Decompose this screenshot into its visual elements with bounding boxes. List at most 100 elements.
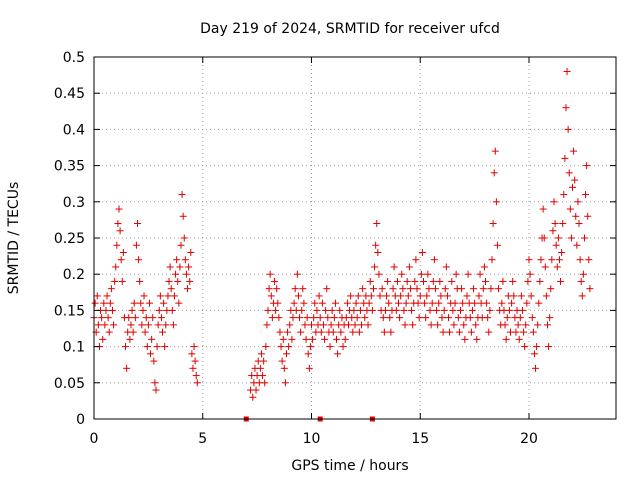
data-point bbox=[127, 321, 135, 329]
x-tick-label: 5 bbox=[198, 431, 207, 447]
data-point bbox=[396, 314, 404, 322]
data-point bbox=[372, 241, 380, 249]
y-axis-ticks: 0 0.05 0.1 0.15 0.2 0.25 0.3 0.35 0.4 0.45 0.5 bbox=[54, 50, 616, 428]
data-point bbox=[367, 292, 375, 300]
data-point bbox=[129, 328, 137, 336]
data-point bbox=[461, 335, 469, 343]
data-point bbox=[117, 256, 125, 264]
data-point bbox=[412, 256, 420, 264]
data-point bbox=[260, 357, 268, 365]
data-point bbox=[488, 256, 496, 264]
data-point bbox=[573, 241, 581, 249]
data-point bbox=[263, 321, 271, 329]
data-point bbox=[137, 299, 145, 307]
data-point bbox=[455, 328, 463, 336]
data-point bbox=[562, 104, 570, 112]
data-point bbox=[339, 343, 347, 351]
data-point bbox=[399, 285, 407, 293]
data-point bbox=[498, 299, 506, 307]
data-point bbox=[426, 306, 434, 314]
data-point bbox=[185, 263, 193, 271]
data-point bbox=[505, 306, 513, 314]
data-point bbox=[157, 314, 165, 322]
data-point bbox=[256, 364, 264, 372]
data-point bbox=[537, 256, 545, 264]
y-tick-label: 0.15 bbox=[54, 303, 85, 319]
data-point bbox=[578, 292, 586, 300]
data-point bbox=[535, 299, 543, 307]
data-point bbox=[300, 299, 308, 307]
data-point bbox=[297, 328, 305, 336]
data-point bbox=[138, 321, 146, 329]
data-point bbox=[101, 321, 109, 329]
data-point bbox=[141, 328, 149, 336]
data-point bbox=[257, 350, 265, 358]
data-point bbox=[301, 321, 309, 329]
data-point bbox=[155, 306, 163, 314]
data-point bbox=[550, 198, 558, 206]
data-point bbox=[526, 270, 534, 278]
data-point bbox=[369, 285, 377, 293]
data-point bbox=[434, 321, 442, 329]
data-point bbox=[389, 285, 397, 293]
data-point bbox=[264, 306, 272, 314]
data-point bbox=[113, 241, 121, 249]
x-tick-label: 0 bbox=[90, 431, 99, 447]
data-point bbox=[532, 364, 540, 372]
data-point bbox=[546, 314, 554, 322]
data-point bbox=[566, 205, 574, 213]
data-point bbox=[560, 191, 568, 199]
data-point bbox=[274, 299, 282, 307]
data-point bbox=[365, 299, 373, 307]
data-point bbox=[559, 220, 567, 228]
data-point bbox=[376, 292, 384, 300]
data-point bbox=[575, 220, 583, 228]
data-point bbox=[483, 299, 491, 307]
data-point bbox=[166, 263, 174, 271]
grid bbox=[94, 57, 616, 419]
data-point bbox=[487, 285, 495, 293]
data-point bbox=[273, 285, 281, 293]
data-point bbox=[143, 343, 151, 351]
data-point bbox=[284, 328, 292, 336]
data-point bbox=[451, 299, 459, 307]
data-point bbox=[361, 314, 369, 322]
data-point bbox=[126, 335, 134, 343]
data-point bbox=[404, 292, 412, 300]
data-point bbox=[415, 314, 423, 322]
data-point bbox=[572, 212, 580, 220]
data-point bbox=[134, 220, 141, 228]
data-point bbox=[114, 220, 122, 228]
data-point bbox=[125, 314, 133, 322]
data-point bbox=[464, 270, 472, 278]
data-point bbox=[495, 285, 503, 293]
data-point bbox=[525, 256, 533, 264]
data-point bbox=[579, 270, 587, 278]
data-point bbox=[128, 306, 136, 314]
data-point bbox=[416, 292, 424, 300]
data-point bbox=[156, 292, 164, 300]
data-point bbox=[574, 198, 582, 206]
data-point bbox=[306, 343, 314, 351]
data-point bbox=[298, 306, 306, 314]
data-point bbox=[521, 343, 529, 351]
data-point bbox=[512, 328, 520, 336]
data-point bbox=[381, 306, 389, 314]
data-point bbox=[279, 335, 287, 343]
data-point bbox=[473, 335, 481, 343]
data-point bbox=[485, 328, 493, 336]
data-point bbox=[516, 314, 524, 322]
data-point bbox=[111, 277, 119, 285]
data-point bbox=[290, 299, 298, 307]
data-point bbox=[152, 386, 160, 394]
data-point bbox=[136, 277, 144, 285]
x-tick-label: 15 bbox=[411, 431, 429, 447]
data-point bbox=[104, 314, 112, 322]
data-point bbox=[437, 292, 445, 300]
data-point bbox=[132, 241, 140, 249]
data-point bbox=[449, 306, 457, 314]
data-point bbox=[368, 306, 376, 314]
data-point bbox=[324, 314, 332, 322]
data-point bbox=[179, 212, 187, 220]
